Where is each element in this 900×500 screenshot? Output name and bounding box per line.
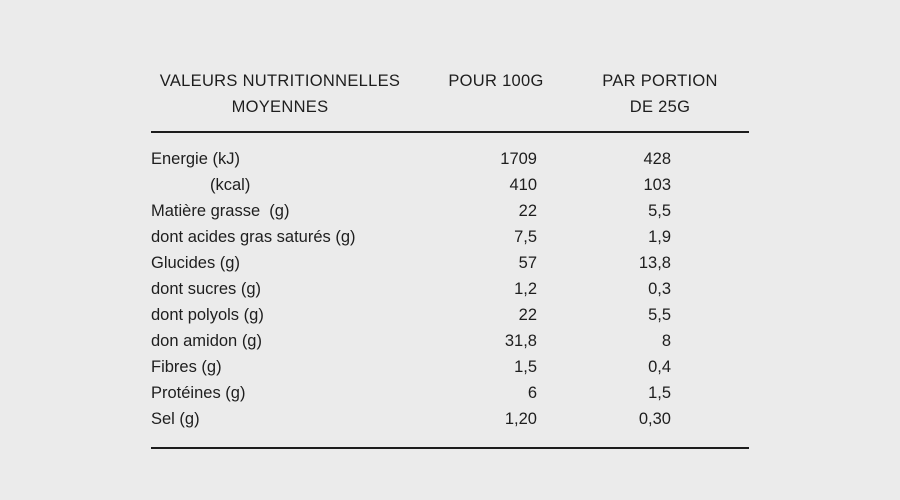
- header-col2-label: POUR 100G: [448, 72, 544, 90]
- row-value-per-portion: 5,5: [648, 306, 671, 324]
- row-value-per-portion: 0,3: [648, 280, 671, 298]
- row-label: Glucides (g): [151, 254, 240, 272]
- header-col1-line1: VALEURS NUTRITIONNELLES: [159, 72, 401, 90]
- row-value-per-100g: 1,2: [514, 280, 537, 298]
- row-label: dont sucres (g): [151, 280, 262, 298]
- table-row: (kcal) 410 103: [151, 172, 749, 198]
- row-value-per-100g: 410: [509, 176, 537, 194]
- row-value-per-portion: 1,5: [648, 384, 671, 402]
- row-value-per-100g: 57: [518, 254, 537, 272]
- row-value-per-100g: 1709: [500, 150, 537, 168]
- header-per-100g: POUR 100G: [431, 68, 561, 94]
- row-value-per-portion: 428: [643, 150, 671, 168]
- table-row: dont polyols (g) 22 5,5: [151, 302, 749, 328]
- header-col3-line1: PAR PORTION: [602, 72, 718, 90]
- table-row: Protéines (g) 6 1,5: [151, 380, 749, 406]
- table-row: don amidon (g) 31,8 8: [151, 328, 749, 354]
- row-value-per-100g: 31,8: [504, 332, 537, 350]
- row-value-per-portion: 13,8: [638, 254, 671, 272]
- table-row: dont acides gras saturés (g) 7,5 1,9: [151, 224, 749, 250]
- row-label: Matière grasse (g): [151, 202, 290, 220]
- row-value-per-portion: 8: [661, 332, 671, 350]
- row-value-per-100g: 22: [518, 202, 537, 220]
- table-body: Energie (kJ) 1709 428 (kcal) 410 103 Mat…: [151, 146, 749, 432]
- table-row: Fibres (g) 1,5 0,4: [151, 354, 749, 380]
- bottom-divider-rule: [151, 447, 749, 449]
- row-label: don amidon (g): [151, 332, 262, 350]
- table-row: Energie (kJ) 1709 428: [151, 146, 749, 172]
- header-average-nutritional-values: VALEURS NUTRITIONNELLES MOYENNES: [151, 68, 431, 120]
- row-value-per-100g: 1,20: [504, 410, 537, 428]
- row-value-per-portion: 5,5: [648, 202, 671, 220]
- row-label: dont acides gras saturés (g): [151, 228, 356, 246]
- row-value-per-portion: 0,4: [648, 358, 671, 376]
- table-row: Matière grasse (g) 22 5,5: [151, 198, 749, 224]
- row-label: (kcal): [210, 176, 251, 194]
- row-value-per-100g: 22: [518, 306, 537, 324]
- row-value-per-portion: 103: [643, 176, 671, 194]
- top-divider-rule: [151, 131, 749, 133]
- nutrition-table: VALEURS NUTRITIONNELLES MOYENNES POUR 10…: [151, 68, 749, 449]
- row-value-per-100g: 1,5: [514, 358, 537, 376]
- header-col1-line2: MOYENNES: [231, 98, 329, 116]
- row-value-per-portion: 1,9: [648, 228, 671, 246]
- row-value-per-portion: 0,30: [638, 410, 671, 428]
- table-row: dont sucres (g) 1,2 0,3: [151, 276, 749, 302]
- row-label: Protéines (g): [151, 384, 246, 402]
- table-row: Sel (g) 1,20 0,30: [151, 406, 749, 432]
- row-value-per-100g: 7,5: [514, 228, 537, 246]
- table-row: Glucides (g) 57 13,8: [151, 250, 749, 276]
- row-label: Fibres (g): [151, 358, 222, 376]
- row-label: dont polyols (g): [151, 306, 264, 324]
- table-header-row: VALEURS NUTRITIONNELLES MOYENNES POUR 10…: [151, 68, 749, 120]
- row-label: Sel (g): [151, 410, 200, 428]
- header-per-portion: PAR PORTION DE 25G: [561, 68, 749, 120]
- row-label: Energie (kJ): [151, 150, 240, 168]
- row-value-per-100g: 6: [527, 384, 537, 402]
- header-col3-line2: DE 25G: [629, 98, 691, 116]
